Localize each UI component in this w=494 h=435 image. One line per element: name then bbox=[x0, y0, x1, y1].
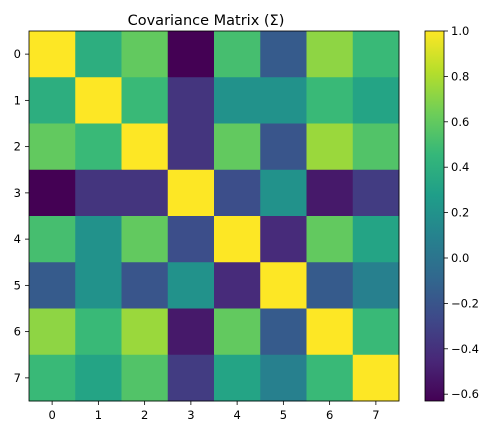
heatmap-cell bbox=[306, 169, 354, 217]
heatmap-cell bbox=[29, 308, 76, 356]
heatmap-cell bbox=[167, 169, 215, 217]
colorbar-axis: 1.0 0.8 0.6 0.4 0.2 0.0 −0.2 −0.4 −0.6 bbox=[444, 24, 479, 401]
heatmap-cell bbox=[29, 354, 76, 402]
heatmap-cell bbox=[260, 123, 307, 171]
colorbar-tick-label: −0.4 bbox=[451, 342, 479, 356]
heatmap-cell bbox=[167, 31, 215, 78]
heatmap-cell bbox=[75, 31, 122, 78]
heatmap-cell bbox=[75, 216, 122, 263]
heatmap-cell bbox=[121, 169, 169, 217]
heatmap-cell bbox=[306, 308, 354, 356]
x-tick-label: 1 bbox=[95, 408, 102, 422]
heatmap-cell bbox=[214, 77, 261, 124]
heatmap-cell bbox=[75, 308, 122, 356]
colorbar-tick-label: 0.4 bbox=[451, 160, 469, 174]
heatmap-cell bbox=[260, 262, 307, 309]
x-tick-label: 5 bbox=[280, 408, 287, 422]
heatmap-cell bbox=[352, 123, 400, 171]
colorbar-tick-label: 0.6 bbox=[451, 115, 469, 129]
heatmap-cells bbox=[29, 31, 400, 402]
x-tick-label: 3 bbox=[187, 408, 194, 422]
y-tick-label: 6 bbox=[14, 325, 21, 339]
heatmap-cell bbox=[260, 31, 307, 78]
colorbar-tick-label: 0.8 bbox=[451, 69, 469, 83]
y-axis: 0 1 2 3 4 5 6 7 bbox=[14, 47, 29, 385]
heatmap-cell bbox=[214, 216, 261, 263]
heatmap-cell bbox=[352, 77, 400, 124]
heatmap-cell bbox=[260, 169, 307, 217]
heatmap-cell bbox=[352, 169, 400, 217]
y-tick-label: 1 bbox=[14, 93, 21, 107]
heatmap-cell bbox=[167, 123, 215, 171]
heatmap-cell bbox=[306, 216, 354, 263]
x-tick-label: 6 bbox=[326, 408, 333, 422]
x-tick-label: 4 bbox=[233, 408, 240, 422]
heatmap-cell bbox=[29, 123, 76, 171]
y-tick-label: 2 bbox=[14, 140, 21, 154]
heatmap-cell bbox=[260, 308, 307, 356]
x-tick-label: 0 bbox=[48, 408, 55, 422]
heatmap-cell bbox=[306, 77, 354, 124]
heatmap-cell bbox=[121, 77, 169, 124]
heatmap-cell bbox=[29, 31, 76, 78]
heatmap-cell bbox=[121, 31, 169, 78]
y-tick-label: 7 bbox=[14, 371, 21, 385]
heatmap-cell bbox=[260, 77, 307, 124]
y-tick-label: 0 bbox=[14, 47, 21, 61]
heatmap-cell bbox=[121, 262, 169, 309]
y-tick-label: 4 bbox=[14, 232, 21, 246]
heatmap-cell bbox=[29, 169, 76, 217]
heatmap-cell bbox=[306, 262, 354, 309]
heatmap-cell bbox=[167, 308, 215, 356]
heatmap-cell bbox=[29, 77, 76, 124]
heatmap-cell bbox=[352, 216, 400, 263]
heatmap-cell bbox=[214, 308, 261, 356]
plot-frame bbox=[28, 30, 400, 402]
heatmap-cell bbox=[121, 308, 169, 356]
colorbar-tick-label: −0.2 bbox=[451, 296, 479, 310]
y-tick-label: 5 bbox=[14, 278, 21, 292]
heatmap-cell bbox=[306, 354, 354, 402]
heatmap-cell bbox=[352, 31, 400, 78]
heatmap-cell bbox=[167, 77, 215, 124]
heatmap-cell bbox=[121, 123, 169, 171]
heatmap-cell bbox=[214, 262, 261, 309]
heatmap-cell bbox=[75, 262, 122, 309]
heatmap-cell bbox=[214, 31, 261, 78]
heatmap-cell bbox=[29, 216, 76, 263]
heatmap-cell bbox=[214, 123, 261, 171]
heatmap-cell bbox=[167, 262, 215, 309]
colorbar-tick-label: −0.6 bbox=[451, 387, 479, 401]
colorbar bbox=[424, 30, 445, 402]
heatmap-cell bbox=[75, 77, 122, 124]
heatmap-cell bbox=[75, 354, 122, 402]
heatmap-cell bbox=[260, 216, 307, 263]
heatmap-cell bbox=[306, 123, 354, 171]
heatmap-cell bbox=[75, 169, 122, 217]
colorbar-tick-label: 0.2 bbox=[451, 206, 469, 220]
heatmap-cell bbox=[352, 308, 400, 356]
heatmap-cell bbox=[167, 216, 215, 263]
heatmap-cell bbox=[214, 169, 261, 217]
heatmap-cell bbox=[352, 262, 400, 309]
heatmap-cell bbox=[75, 123, 122, 171]
heatmap-cell bbox=[29, 262, 76, 309]
x-tick-label: 2 bbox=[141, 408, 148, 422]
heatmap-cell bbox=[121, 354, 169, 402]
heatmap-cell bbox=[306, 31, 354, 78]
heatmap-cell bbox=[260, 354, 307, 402]
colorbar-tick-label: 0.0 bbox=[451, 251, 469, 265]
heatmap-cell bbox=[167, 354, 215, 402]
x-tick-label: 7 bbox=[372, 408, 379, 422]
heatmap-cell bbox=[352, 354, 400, 402]
chart-title: Covariance Matrix (Σ) bbox=[128, 13, 285, 29]
x-axis: 0 1 2 3 4 5 6 7 bbox=[48, 401, 380, 422]
colorbar-tick-label: 1.0 bbox=[451, 24, 469, 38]
y-tick-label: 3 bbox=[14, 186, 21, 200]
heatmap-cell bbox=[214, 354, 261, 402]
heatmap-cell bbox=[121, 216, 169, 263]
